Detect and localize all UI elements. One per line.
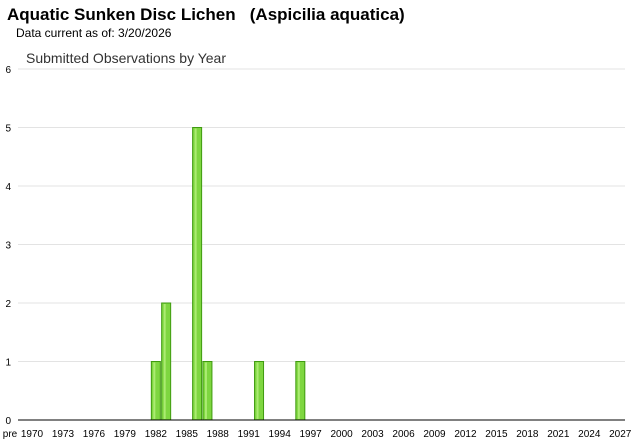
x-tick-label: 1979: [114, 429, 137, 440]
chart-title: Submitted Observations by Year: [26, 50, 227, 66]
x-tick-label: 1997: [300, 429, 323, 440]
x-tick-label: 1970: [21, 429, 44, 440]
x-tick-label: 2018: [516, 429, 539, 440]
x-tick-label: 2015: [485, 429, 508, 440]
x-tick-label: 2000: [330, 429, 353, 440]
gridlines: [18, 68, 625, 362]
y-tick-label: 5: [5, 124, 11, 135]
bar-highlight: [297, 362, 300, 419]
bar: [254, 361, 265, 421]
data-current-date: Data current as of: 3/20/2026: [16, 26, 172, 40]
y-tick-label: 3: [5, 241, 11, 252]
bar: [192, 127, 203, 421]
x-tick-label: 2024: [578, 429, 601, 440]
x-tick-label: pre: [3, 429, 18, 440]
y-tick-label: 4: [5, 182, 11, 193]
bar: [202, 361, 213, 421]
y-tick-label: 6: [5, 65, 11, 76]
page-title: Aquatic Sunken Disc Lichen (Aspicilia aq…: [7, 5, 405, 24]
x-tick-label: 2021: [547, 429, 570, 440]
x-tick-label: 1973: [52, 429, 75, 440]
x-tick-label: 2012: [454, 429, 477, 440]
x-tick-label: 1991: [238, 429, 261, 440]
x-tick-label: 1985: [176, 429, 199, 440]
bar-highlight: [194, 128, 197, 419]
y-tick-label: 1: [5, 358, 11, 369]
bar: [295, 361, 306, 421]
bar-highlight: [256, 362, 259, 419]
x-tick-label: 2003: [361, 429, 384, 440]
bar: [161, 302, 172, 421]
bar-highlight: [163, 304, 166, 419]
x-tick-label: 1982: [145, 429, 168, 440]
y-axis-ticks: 0 1 2 3 4 5 6: [5, 65, 11, 427]
x-tick-label: 1994: [269, 429, 292, 440]
bar-highlight: [204, 362, 207, 419]
bar-highlight: [153, 362, 156, 419]
bars: [150, 127, 306, 421]
x-tick-label: 2006: [392, 429, 415, 440]
x-axis-ticks: pre 1970 1973 1976 1979 1982 1985 1988 1991 1994 1…: [3, 429, 632, 440]
x-tick-label: 1988: [207, 429, 230, 440]
x-tick-label: 2009: [423, 429, 446, 440]
x-tick-label: 2027: [609, 429, 632, 440]
x-tick-label: 1976: [83, 429, 106, 440]
y-tick-label: 0: [5, 416, 11, 427]
bar: [150, 361, 161, 421]
y-tick-label: 2: [5, 299, 11, 310]
